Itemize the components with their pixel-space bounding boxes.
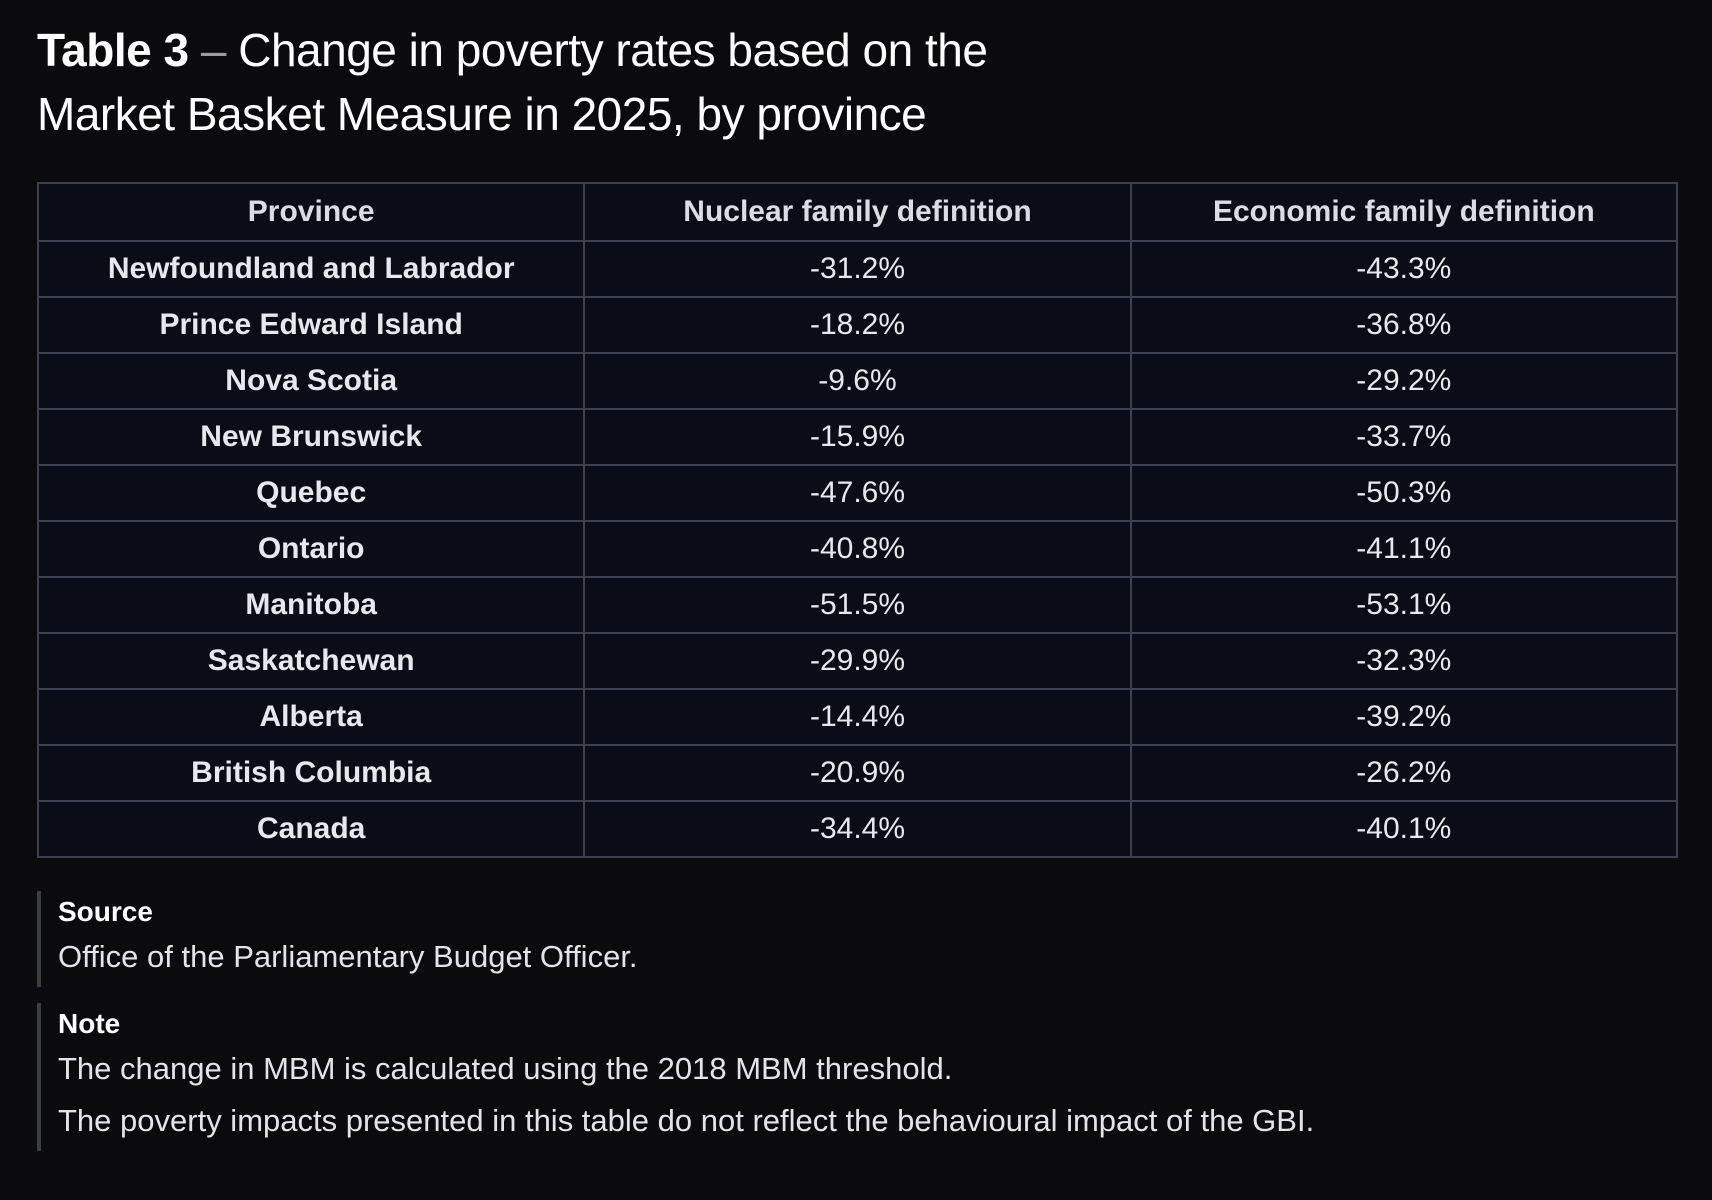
nuclear-value-cell: -31.2% (583, 240, 1132, 298)
title-text-line2: Market Basket Measure in 2025, by provin… (37, 88, 927, 140)
table-row: Manitoba -51.5% -53.1% (36, 576, 1679, 634)
table-row: Quebec -47.6% -50.3% (36, 464, 1679, 522)
nuclear-value-cell: -9.6% (583, 352, 1132, 410)
title-text-line1: Change in poverty rates based on the (238, 24, 988, 76)
economic-value-cell: -41.1% (1129, 520, 1679, 578)
economic-value-cell: -53.1% (1129, 576, 1679, 634)
nuclear-value-cell: -34.4% (583, 800, 1132, 858)
province-cell: Quebec (36, 464, 586, 522)
title-dash: – (188, 24, 239, 76)
nuclear-value-cell: -40.8% (583, 520, 1132, 578)
document: Table 3 – Change in poverty rates based … (36, 18, 1679, 1151)
note-block: Note The change in MBM is calculated usi… (37, 1003, 1679, 1151)
province-cell: Nova Scotia (36, 352, 586, 410)
province-cell: Manitoba (36, 576, 586, 634)
table-row: Newfoundland and Labrador -31.2% -43.3% (36, 240, 1679, 298)
note-text: The change in MBM is calculated using th… (58, 1051, 953, 1086)
province-cell: British Columbia (36, 744, 586, 802)
header-economic-family: Economic family definition (1129, 182, 1679, 242)
province-cell: Canada (36, 800, 586, 858)
table-row: Saskatchewan -29.9% -32.3% (36, 632, 1679, 690)
economic-value-cell: -40.1% (1129, 800, 1679, 858)
economic-value-cell: -32.3% (1129, 632, 1679, 690)
table-row: Prince Edward Island -18.2% -36.8% (36, 296, 1679, 354)
economic-value-cell: -36.8% (1129, 296, 1679, 354)
table-row: New Brunswick -15.9% -33.7% (36, 408, 1679, 466)
province-cell: Prince Edward Island (36, 296, 586, 354)
table-title: Table 3 – Change in poverty rates based … (37, 18, 1679, 146)
nuclear-value-cell: -18.2% (583, 296, 1132, 354)
note-text: The poverty impacts presented in this ta… (58, 1103, 1315, 1138)
header-nuclear-family: Nuclear family definition (583, 182, 1132, 242)
note-heading: Note (58, 1008, 121, 1039)
table-row: Alberta -14.4% -39.2% (36, 688, 1679, 746)
province-cell: Newfoundland and Labrador (36, 240, 586, 298)
table-row: Ontario -40.8% -41.1% (36, 520, 1679, 578)
province-cell: Ontario (36, 520, 586, 578)
source-text: Office of the Parliamentary Budget Offic… (58, 939, 638, 974)
province-cell: Saskatchewan (36, 632, 586, 690)
nuclear-value-cell: -15.9% (583, 408, 1132, 466)
table-header-row: Province Nuclear family definition Econo… (36, 182, 1679, 242)
nuclear-value-cell: -51.5% (583, 576, 1132, 634)
province-cell: New Brunswick (36, 408, 586, 466)
economic-value-cell: -29.2% (1129, 352, 1679, 410)
economic-value-cell: -26.2% (1129, 744, 1679, 802)
economic-value-cell: -50.3% (1129, 464, 1679, 522)
economic-value-cell: -39.2% (1129, 688, 1679, 746)
nuclear-value-cell: -47.6% (583, 464, 1132, 522)
economic-value-cell: -43.3% (1129, 240, 1679, 298)
province-cell: Alberta (36, 688, 586, 746)
economic-value-cell: -33.7% (1129, 408, 1679, 466)
poverty-rates-table: Province Nuclear family definition Econo… (36, 182, 1679, 858)
source-heading: Source (58, 896, 153, 927)
header-province: Province (36, 182, 586, 242)
nuclear-value-cell: -14.4% (583, 688, 1132, 746)
source-block: Source Office of the Parliamentary Budge… (37, 891, 1679, 987)
nuclear-value-cell: -20.9% (583, 744, 1132, 802)
table-number: Table 3 (37, 24, 189, 76)
table-row: Canada -34.4% -40.1% (36, 800, 1679, 858)
table-row: British Columbia -20.9% -26.2% (36, 744, 1679, 802)
table-row: Nova Scotia -9.6% -29.2% (36, 352, 1679, 410)
nuclear-value-cell: -29.9% (583, 632, 1132, 690)
